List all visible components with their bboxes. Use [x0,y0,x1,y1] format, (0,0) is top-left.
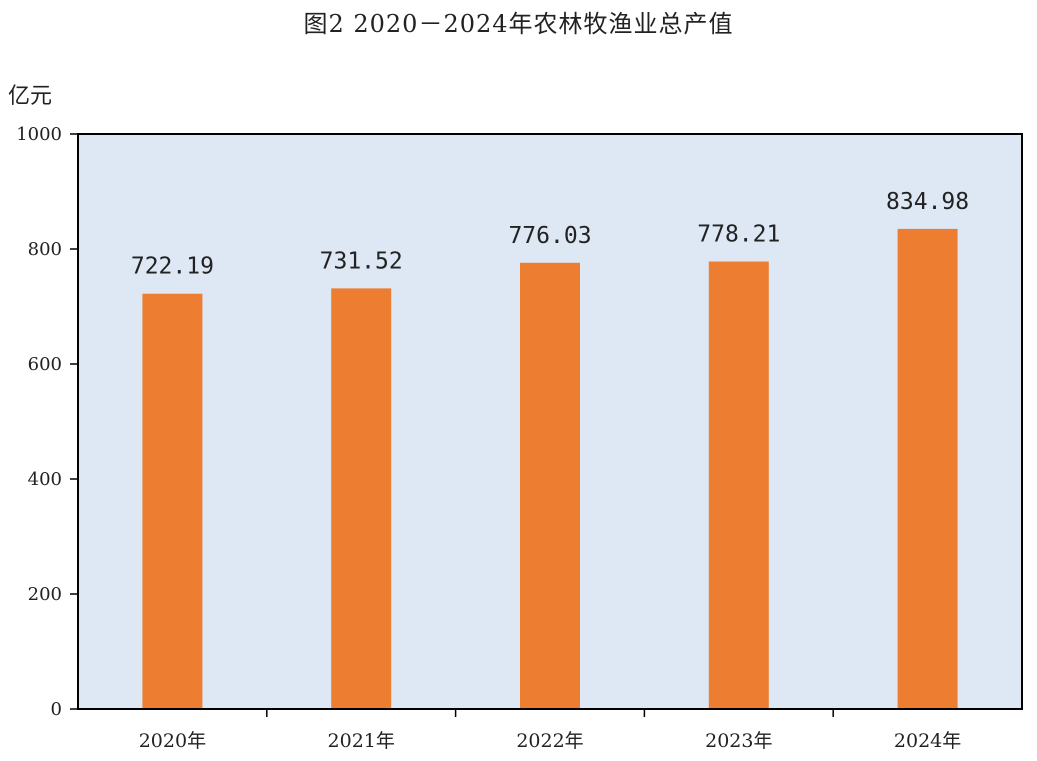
y-tick-label-3: 600 [28,354,62,375]
data-labels-layer: 722.19 731.52 776.03 778.21 834.98 [131,189,969,280]
y-axis-unit-label: 亿元 [8,84,53,109]
bars-layer [142,228,958,709]
y-tick-label-2: 400 [28,469,62,490]
x-tick-label-3: 2023年 [705,730,772,752]
bar-4 [897,228,958,709]
bar-0 [142,293,203,709]
axes-layer: 2020年 2021年 2022年 2023年 2024年 0 200 400 600 800 10… [16,124,1023,752]
plot-frame [77,133,1023,710]
x-tick-label-1: 2021年 [328,730,395,752]
chart-title: 图2 2020－2024年农林牧渔业总产值 [303,10,734,38]
data-label-2: 776.03 [508,223,591,249]
y-tick-label-5: 1000 [16,124,62,145]
data-label-4: 834.98 [886,189,969,215]
data-label-3: 778.21 [697,222,780,248]
y-tick-label-4: 800 [28,239,62,260]
bar-2 [520,262,580,709]
bar-1 [331,288,392,709]
y-tick-label-0: 0 [51,699,62,720]
data-label-0: 722.19 [131,254,214,280]
bar-3 [708,261,769,709]
x-tick-label-0: 2020年 [139,730,206,752]
x-tick-label-2: 2022年 [516,730,583,752]
y-tick-label-1: 200 [28,584,62,605]
data-label-1: 731.52 [320,248,403,274]
x-tick-label-4: 2024年 [894,730,961,752]
